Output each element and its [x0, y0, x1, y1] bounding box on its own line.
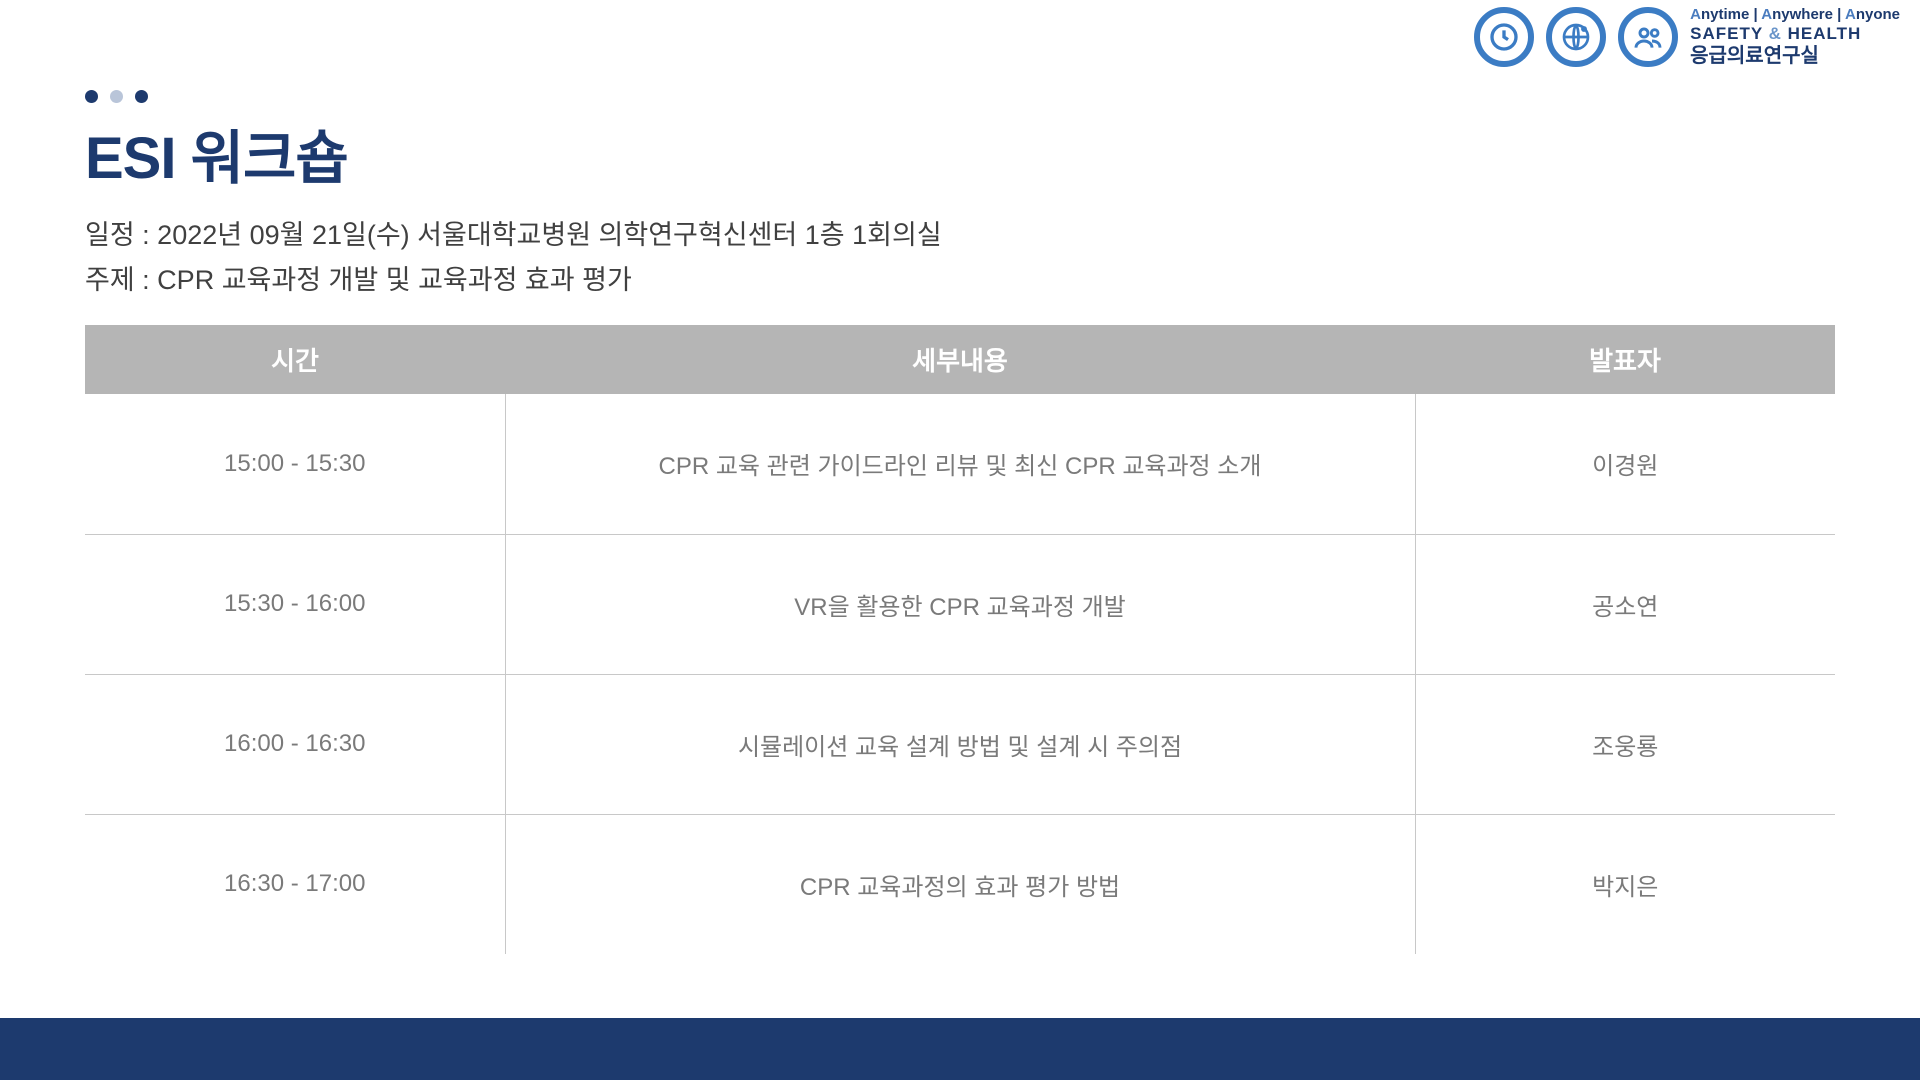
- footer-bar: [0, 1018, 1920, 1080]
- table-row: 16:30 - 17:00 CPR 교육과정의 효과 평가 방법 박지은: [85, 814, 1835, 954]
- cell-content: 시뮬레이션 교육 설계 방법 및 설계 시 주의점: [505, 674, 1415, 814]
- globe-icon: [1546, 7, 1606, 67]
- cell-time: 15:00 - 15:30: [85, 394, 505, 534]
- clock-icon: [1474, 7, 1534, 67]
- dot: [110, 90, 123, 103]
- header-presenter: 발표자: [1415, 325, 1835, 394]
- cell-presenter: 이경원: [1415, 394, 1835, 534]
- cell-time: 16:30 - 17:00: [85, 814, 505, 954]
- table-header-row: 시간 세부내용 발표자: [85, 325, 1835, 394]
- table-row: 15:30 - 16:00 VR을 활용한 CPR 교육과정 개발 공소연: [85, 534, 1835, 674]
- cell-presenter: 조웅룡: [1415, 674, 1835, 814]
- people-icon: [1618, 7, 1678, 67]
- main-content: ESI 워크숍 일정 : 2022년 09월 21일(수) 서울대학교병원 의학…: [0, 0, 1920, 954]
- table-row: 16:00 - 16:30 시뮬레이션 교육 설계 방법 및 설계 시 주의점 …: [85, 674, 1835, 814]
- cell-presenter: 박지은: [1415, 814, 1835, 954]
- cell-content: VR을 활용한 CPR 교육과정 개발: [505, 534, 1415, 674]
- schedule-table: 시간 세부내용 발표자 15:00 - 15:30 CPR 교육 관련 가이드라…: [85, 325, 1835, 954]
- logo-lab-name: 응급의료연구실: [1690, 44, 1819, 68]
- dot: [135, 90, 148, 103]
- cell-time: 15:30 - 16:00: [85, 534, 505, 674]
- topic-line: 주제 : CPR 교육과정 개발 및 교육과정 효과 평가: [85, 258, 1835, 297]
- cell-content: CPR 교육 관련 가이드라인 리뷰 및 최신 CPR 교육과정 소개: [505, 394, 1415, 534]
- page-title: ESI 워크숍: [85, 111, 1835, 195]
- logo-safety-health: SAFETY & HEALTH: [1690, 24, 1861, 44]
- header-content: 세부내용: [505, 325, 1415, 394]
- cell-time: 16:00 - 16:30: [85, 674, 505, 814]
- dot: [85, 90, 98, 103]
- cell-presenter: 공소연: [1415, 534, 1835, 674]
- logo-tagline: Anytime | Anywhere | Anyone: [1690, 6, 1900, 24]
- schedule-line: 일정 : 2022년 09월 21일(수) 서울대학교병원 의학연구혁신센터 1…: [85, 213, 1835, 252]
- header-time: 시간: [85, 325, 505, 394]
- header-logo: Anytime | Anywhere | Anyone SAFETY & HEA…: [1474, 6, 1900, 68]
- cell-content: CPR 교육과정의 효과 평가 방법: [505, 814, 1415, 954]
- table-row: 15:00 - 15:30 CPR 교육 관련 가이드라인 리뷰 및 최신 CP…: [85, 394, 1835, 534]
- logo-text-block: Anytime | Anywhere | Anyone SAFETY & HEA…: [1690, 6, 1900, 68]
- decorative-dots: [85, 90, 1835, 103]
